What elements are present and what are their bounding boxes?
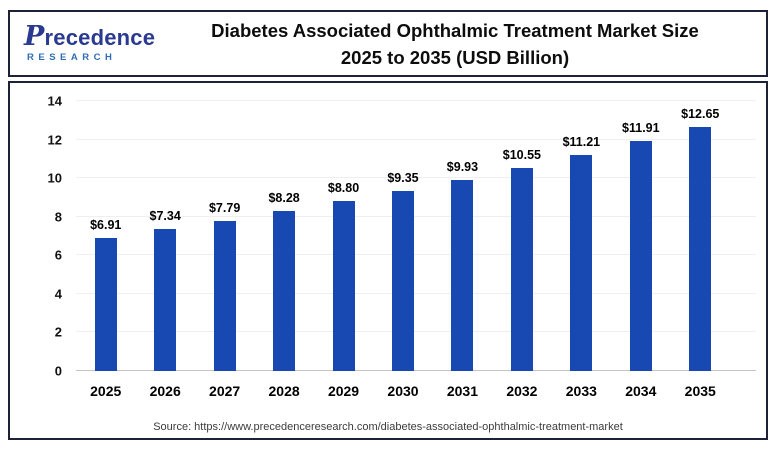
y-tick-label: 4: [54, 286, 62, 302]
x-tick-label: 2033: [565, 383, 597, 399]
bar-value-label: $12.65: [681, 107, 720, 122]
y-axis: 0 2 4 6 8 10 12 14: [18, 94, 62, 379]
gridline: [76, 215, 756, 217]
gridline: [76, 254, 756, 256]
chart-area: 0 2 4 6 8 10 12 14 $6.91 $7.34 $7.79 $8.28 $8.80 $9.…: [8, 81, 768, 440]
y-tick-label: 2: [54, 324, 62, 340]
bar-value-label: $11.91: [622, 121, 660, 136]
bar-column: $12.65: [671, 101, 730, 371]
bar-column: $11.21: [552, 101, 611, 371]
bar-column: $7.34: [135, 101, 194, 371]
bar: [451, 179, 474, 371]
bar-column: $9.35: [373, 101, 432, 371]
x-axis: 2025 2026 2027 2028 2029 2030 2031 2032 2033 2034…: [76, 383, 730, 399]
bars-row: $6.91 $7.34 $7.79 $8.28 $8.80 $9.35 $9.93 $10.5…: [76, 101, 730, 371]
gridline: [76, 138, 756, 140]
bar-column: $7.79: [195, 101, 254, 371]
y-tick-label: 10: [47, 170, 62, 186]
bar-column: $9.93: [433, 101, 492, 371]
bar-value-label: $9.93: [446, 159, 479, 174]
bar-value-label: $7.79: [208, 200, 241, 215]
x-tick-label: 2027: [209, 383, 241, 399]
bar-value-label: $11.21: [562, 134, 601, 149]
logo-subtitle: RESEARCH: [27, 51, 117, 63]
brand-logo: Precedence RESEARCH: [10, 23, 170, 63]
bar: [94, 237, 117, 371]
bar-column: $8.80: [314, 101, 373, 371]
bar-chart: 0 2 4 6 8 10 12 14 $6.91 $7.34 $7.79 $8.28 $8.80 $9.…: [10, 83, 766, 438]
x-tick-label: 2030: [387, 383, 419, 399]
plot-area: $6.91 $7.34 $7.79 $8.28 $8.80 $9.35 $9.93 $10.5…: [76, 100, 756, 371]
bar: [570, 154, 593, 371]
y-tick-label: 6: [54, 247, 62, 263]
x-tick-label: 2035: [684, 383, 716, 399]
bar-value-label: $8.28: [268, 191, 300, 206]
x-tick-label: 2026: [149, 383, 181, 399]
x-tick-label: 2032: [506, 383, 538, 399]
bar: [273, 211, 296, 371]
y-tick-label: 12: [47, 132, 62, 148]
source-row: Source: https://www.precedenceresearch.c…: [10, 417, 766, 435]
bar: [154, 229, 177, 371]
bar: [629, 141, 652, 371]
header: Precedence RESEARCH Diabetes Associated …: [8, 10, 768, 77]
bar-column: $11.91: [611, 101, 670, 371]
x-tick-label: 2025: [90, 383, 122, 399]
x-tick-label: 2034: [625, 383, 657, 399]
bar: [213, 220, 236, 371]
bar-value-label: $8.80: [327, 181, 360, 196]
bar: [689, 127, 712, 371]
bar-value-label: $7.34: [149, 209, 181, 224]
logo-wordmark: Precedence: [24, 23, 170, 50]
bar-value-label: $9.35: [387, 170, 419, 185]
y-tick-label: 8: [54, 209, 62, 225]
chart-title: Diabetes Associated Ophthalmic Treatment…: [170, 17, 766, 71]
gridline: [76, 292, 756, 294]
gridline: [76, 331, 756, 333]
bar-column: $8.28: [254, 101, 313, 371]
x-tick-label: 2029: [327, 383, 360, 399]
logo-name-text: recedence: [44, 24, 156, 50]
bar-value-label: $6.91: [90, 217, 122, 232]
source-text: Source: https://www.precedenceresearch.c…: [153, 421, 623, 433]
bar-column: $10.55: [492, 101, 551, 371]
bar: [332, 201, 355, 371]
x-tick-label: 2031: [446, 383, 479, 399]
gridline: [76, 177, 756, 179]
logo-leaf-p-icon: P: [24, 20, 45, 52]
gridline: [76, 100, 756, 101]
x-tick-label: 2028: [268, 383, 300, 399]
chart-title-line1: Diabetes Associated Ophthalmic Treatment…: [211, 19, 699, 41]
y-tick-label: 0: [54, 363, 62, 379]
bar-column: $6.91: [76, 101, 135, 371]
bar-value-label: $10.55: [502, 147, 542, 162]
x-axis-baseline: [76, 370, 756, 371]
chart-title-line2: 2025 to 2035 (USD Billion): [340, 46, 570, 68]
bar: [510, 167, 533, 371]
y-tick-label: 14: [47, 93, 62, 109]
bar: [391, 190, 414, 371]
